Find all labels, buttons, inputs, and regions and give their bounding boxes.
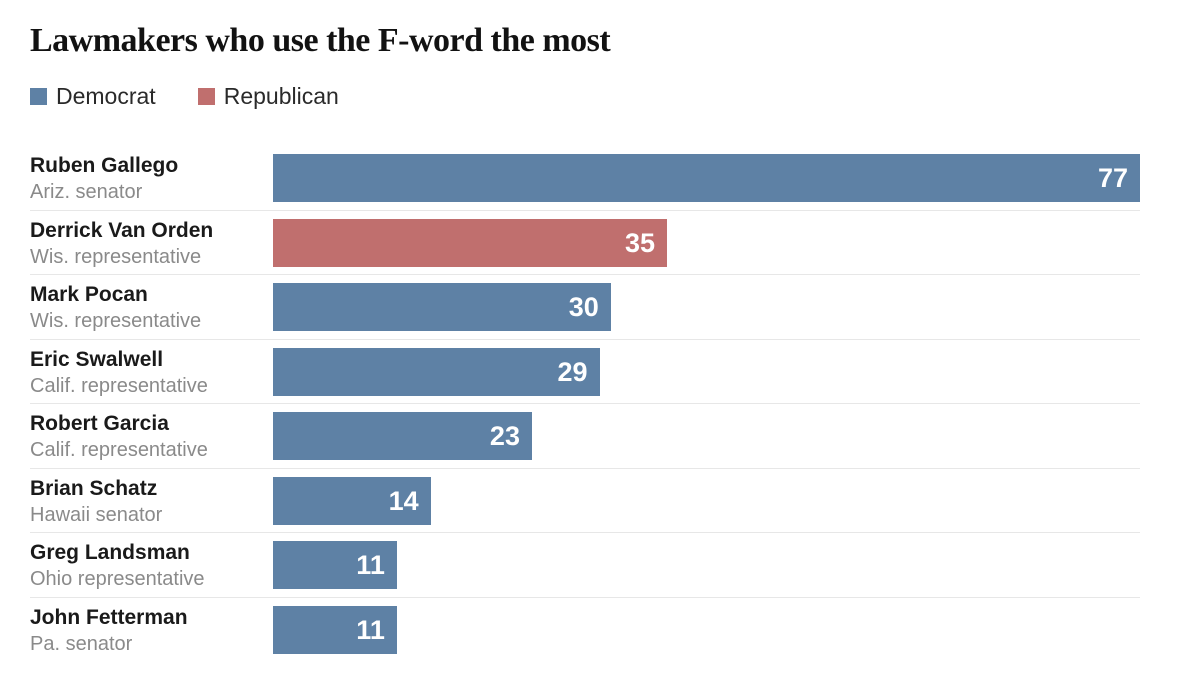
row-label: Greg Landsman Ohio representative — [30, 540, 270, 593]
bar-value: 11 — [356, 614, 385, 645]
lawmaker-name: Ruben Gallego — [30, 154, 179, 177]
bar-value: 30 — [568, 292, 599, 322]
bar: 30 — [273, 283, 611, 331]
chart-row: John Fetterman Pa. senator 11 — [30, 598, 1140, 662]
chart-row: Derrick Van Orden Wis. representative 35 — [30, 211, 1140, 275]
lawmaker-name: Brian Schatz — [30, 476, 158, 500]
row-label: Eric Swalwell Calif. representative — [30, 347, 270, 400]
chart-row: Robert Garcia Calif. representative 23 — [30, 404, 1140, 469]
lawmaker-role: Wis. representative — [30, 245, 202, 268]
republican-swatch-icon — [197, 88, 215, 105]
legend-label: Republican — [223, 83, 339, 109]
lawmaker-role: Calif. representative — [30, 374, 208, 397]
bar: 29 — [273, 347, 600, 396]
bar-area: 11 — [273, 541, 1140, 589]
chart-row: Mark Pocan Wis. representative 30 — [30, 275, 1140, 340]
lawmaker-role: Ohio representative — [30, 568, 205, 590]
lawmaker-role: Hawaii senator — [30, 503, 163, 526]
bar-area: 29 — [273, 347, 1140, 396]
bar-area: 11 — [273, 605, 1140, 654]
lawmaker-role: Pa. senator — [30, 632, 133, 655]
bar-area: 35 — [273, 218, 1140, 267]
bar: 11 — [273, 541, 397, 589]
lawmaker-role: Ariz. senator — [30, 181, 143, 203]
bar: 23 — [273, 412, 532, 460]
bar: 11 — [273, 605, 397, 654]
lawmaker-role: Calif. representative — [30, 439, 208, 461]
chart-row: Greg Landsman Ohio representative 11 — [30, 533, 1140, 598]
lawmaker-name: Robert Garcia — [30, 412, 169, 435]
row-label: Robert Garcia Calif. representative — [30, 411, 270, 464]
lawmaker-name: Greg Landsman — [30, 541, 190, 564]
bar-value: 11 — [356, 550, 385, 580]
bar-value: 23 — [489, 421, 520, 451]
lawmaker-name: John Fetterman — [30, 605, 188, 629]
lawmaker-name: Derrick Van Orden — [30, 218, 214, 242]
row-label: Derrick Van Orden Wis. representative — [30, 218, 270, 271]
chart-title: Lawmakers who use the F-word the most — [30, 22, 611, 59]
bar-value: 14 — [388, 485, 419, 516]
chart-row: Eric Swalwell Calif. representative 29 — [30, 340, 1140, 404]
chart-row: Ruben Gallego Ariz. senator 77 — [30, 146, 1140, 211]
row-label: Mark Pocan Wis. representative — [30, 282, 270, 335]
legend-item-republican: Republican — [197, 83, 339, 109]
legend-label: Democrat — [56, 83, 156, 109]
bar-chart: Ruben Gallego Ariz. senator 77 Derrick V… — [30, 146, 1140, 661]
bar-area: 77 — [273, 154, 1140, 202]
row-label: Brian Schatz Hawaii senator — [30, 476, 270, 529]
bar-area: 30 — [273, 283, 1140, 331]
bar: 14 — [273, 476, 431, 525]
bar: 35 — [273, 218, 668, 267]
lawmaker-name: Eric Swalwell — [30, 347, 164, 371]
legend-item-democrat: Democrat — [30, 85, 156, 108]
bar-value: 77 — [1097, 163, 1128, 193]
bar-value: 35 — [625, 227, 656, 258]
chart-row: Brian Schatz Hawaii senator 14 — [30, 469, 1140, 533]
democrat-swatch-icon — [30, 88, 47, 105]
row-label: Ruben Gallego Ariz. senator — [30, 153, 270, 206]
row-label: John Fetterman Pa. senator — [30, 605, 270, 658]
bar-area: 23 — [273, 412, 1140, 460]
lawmaker-role: Wis. representative — [30, 310, 202, 332]
bar: 77 — [273, 154, 1140, 202]
bar-value: 29 — [557, 356, 588, 387]
bar-area: 14 — [273, 476, 1140, 525]
lawmaker-name: Mark Pocan — [30, 283, 148, 306]
legend: Democrat Republican — [30, 85, 339, 108]
